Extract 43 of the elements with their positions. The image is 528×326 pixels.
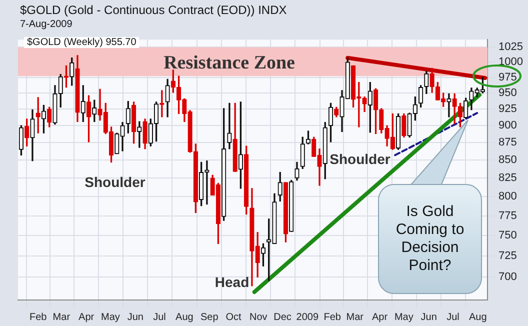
- annotation: Shoulder: [330, 150, 391, 167]
- x-tick-label: Nov: [249, 312, 268, 323]
- y-tick-label: 875: [498, 136, 517, 149]
- annotation: Shoulder: [84, 174, 146, 190]
- x-tick-label: 2009: [296, 312, 319, 323]
- y-tick-label: 700: [498, 271, 517, 284]
- annotation: Head: [214, 274, 250, 290]
- candlestick: [227, 102, 232, 150]
- x-tick-label: Apr: [372, 312, 388, 323]
- x-tick-label: Oct: [226, 312, 242, 323]
- annotation: Is Gold Coming to Decision Point?: [378, 184, 482, 294]
- x-tick-label: Mar: [346, 312, 364, 323]
- x-tick-label: Mar: [52, 312, 71, 323]
- y-tick-label: 850: [498, 154, 517, 166]
- x-tick-label: Aug: [176, 312, 194, 323]
- band-label: Resistance Zone: [164, 52, 295, 74]
- y-tick-label: 975: [498, 71, 517, 84]
- y-tick-label: 725: [498, 250, 517, 262]
- x-tick-label: Jun: [420, 312, 437, 323]
- y-tick-label: 1000: [498, 56, 524, 68]
- x-tick-label: Jul: [153, 312, 166, 323]
- x-tick-label: Jul: [446, 312, 460, 323]
- y-tick-label: 750: [498, 230, 517, 242]
- chart-title: $GOLD (Gold - Continuous Contract (EOD)) INDX: [20, 3, 287, 17]
- x-tick-label: May: [101, 312, 120, 323]
- x-tick-label: May: [394, 312, 414, 323]
- y-tick-label: 825: [498, 172, 517, 184]
- x-tick-label: Aug: [468, 312, 487, 323]
- y-tick-label: 950: [498, 87, 517, 100]
- chart-subtitle: 7-Aug-2009: [20, 19, 72, 30]
- y-tick-label: 900: [498, 120, 517, 132]
- x-tick-label: Feb: [324, 312, 342, 323]
- x-tick-label: Apr: [78, 312, 95, 323]
- x-tick-label: Jun: [127, 312, 144, 323]
- y-tick-label: 925: [498, 103, 517, 116]
- y-tick-label: 1025: [498, 41, 524, 54]
- x-tick-label: Feb: [29, 312, 48, 323]
- x-tick-label: Sep: [200, 312, 219, 323]
- candlestick: [446, 93, 452, 118]
- annotation: $GOLD (Weekly) 955.70: [24, 37, 140, 48]
- x-tick-label: Dec: [274, 312, 292, 323]
- y-tick-label: 800: [498, 190, 517, 203]
- y-tick-label: 775: [498, 210, 517, 222]
